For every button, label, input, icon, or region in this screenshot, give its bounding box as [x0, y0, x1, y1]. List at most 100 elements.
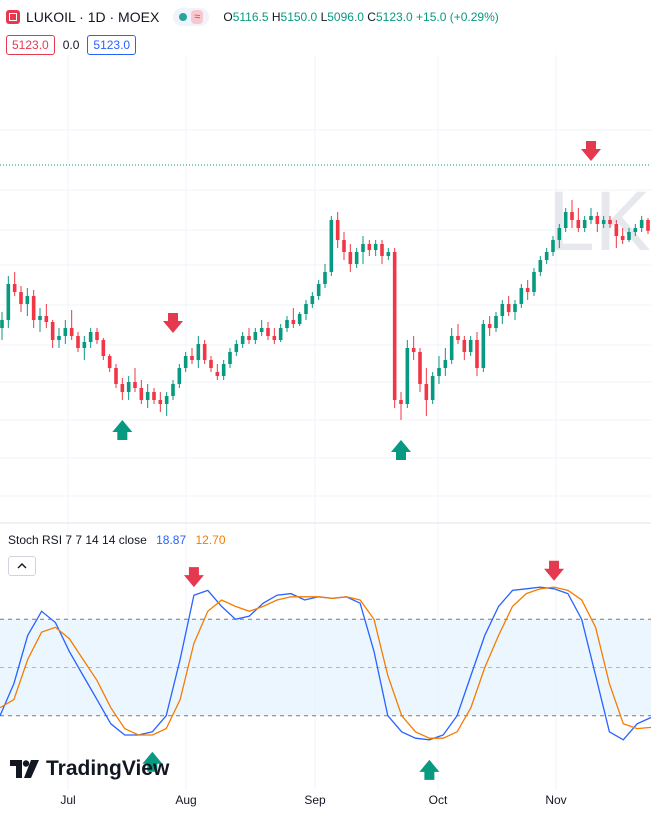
candle [481, 320, 486, 372]
candle [620, 228, 625, 244]
candle [627, 228, 631, 242]
candle [215, 364, 220, 380]
candle [361, 236, 365, 264]
candle [329, 216, 334, 276]
stoch-band [0, 619, 651, 716]
candle [646, 218, 650, 234]
candle [506, 296, 511, 316]
candle [437, 356, 441, 384]
change-value: +15.0 (+0.29%) [416, 10, 499, 24]
candle [266, 322, 270, 340]
candle [114, 364, 118, 388]
symbol-logo-icon [6, 10, 20, 24]
candle [367, 240, 372, 256]
candle [519, 284, 524, 308]
candle [316, 280, 321, 300]
candle [297, 312, 302, 326]
candle [76, 332, 80, 352]
tradingview-mark-icon [10, 760, 39, 778]
sell-price-button[interactable]: 5123.0 [6, 35, 55, 55]
candle [285, 316, 289, 332]
candle [601, 216, 606, 228]
stoch-signals-layer [142, 560, 565, 780]
candle [202, 340, 207, 364]
candle [500, 300, 505, 324]
candle [405, 340, 410, 408]
candle [418, 348, 422, 392]
candle [6, 276, 11, 328]
time-label-sep: Sep [304, 793, 326, 807]
candle [133, 368, 137, 392]
symbol-title[interactable]: LUKOIL · 1D · MOEX [26, 9, 160, 25]
candle [183, 352, 188, 372]
sell-signal-arrow-icon [581, 141, 601, 161]
market-open-dot-icon [179, 13, 188, 21]
candle [468, 336, 473, 356]
candle [449, 328, 454, 364]
candle [88, 328, 93, 348]
candle [639, 216, 644, 232]
candle [348, 244, 353, 272]
candle [532, 268, 536, 296]
candle [551, 236, 555, 256]
stoch-sell-arrow-icon [544, 560, 565, 581]
candle [57, 328, 61, 348]
candle [12, 272, 17, 296]
candle [0, 312, 4, 340]
time-label-nov: Nov [545, 793, 567, 807]
candle [608, 216, 612, 228]
candle [120, 378, 125, 400]
sell-signal-arrow-icon [163, 313, 183, 333]
buy-price-button[interactable]: 5123.0 [87, 35, 137, 55]
candle [399, 392, 403, 420]
candle [69, 310, 74, 340]
candle [487, 316, 492, 336]
candle [570, 200, 574, 228]
candle [494, 312, 498, 332]
candles-layer [0, 200, 650, 420]
price-signals-layer [112, 141, 601, 460]
watermark: LK [548, 174, 651, 268]
time-axis[interactable]: Jul Aug Sep Oct Nov [0, 793, 651, 813]
candle [443, 348, 448, 376]
candle [145, 384, 150, 408]
collapse-legend-button[interactable] [8, 556, 36, 576]
candle [247, 328, 251, 344]
candle [456, 324, 460, 344]
tradingview-logo[interactable]: TradingView [10, 757, 169, 781]
candle [209, 356, 213, 372]
candle [475, 332, 479, 376]
candle [152, 388, 156, 404]
stoch-lines-layer [0, 586, 651, 741]
candle [544, 248, 549, 264]
k-value: 18.87 [156, 533, 187, 547]
candle [240, 332, 245, 348]
candle [557, 224, 562, 248]
delayed-data-icon: ≈ [191, 10, 204, 24]
candle [259, 320, 264, 336]
indicator-name: Stoch RSI 7 7 14 14 close [8, 533, 147, 547]
candle [234, 340, 239, 356]
candle [525, 280, 530, 300]
candle [576, 208, 581, 232]
candle [177, 364, 182, 388]
candle [228, 348, 232, 368]
candle [139, 380, 144, 404]
candle [310, 292, 315, 308]
candle [354, 248, 359, 268]
candle [411, 336, 416, 360]
symbol-legend: LUKOIL · 1D · MOEX ≈ O5116.5 H5150.0 L50… [6, 8, 499, 26]
high-value: 5150.0 [280, 10, 318, 24]
indicator-legend[interactable]: Stoch RSI 7 7 14 14 close 18.87 12.70 [8, 533, 226, 547]
stoch-band-layer [0, 618, 651, 717]
candle [190, 348, 194, 364]
candle [614, 220, 619, 248]
ohlc-values: O5116.5 H5150.0 L5096.0 C5123.0 +15.0 (+… [223, 10, 499, 24]
market-status[interactable]: ≈ [173, 8, 210, 26]
candle [38, 308, 42, 332]
time-label-aug: Aug [175, 793, 197, 807]
candle [392, 248, 397, 408]
candle [272, 328, 277, 344]
